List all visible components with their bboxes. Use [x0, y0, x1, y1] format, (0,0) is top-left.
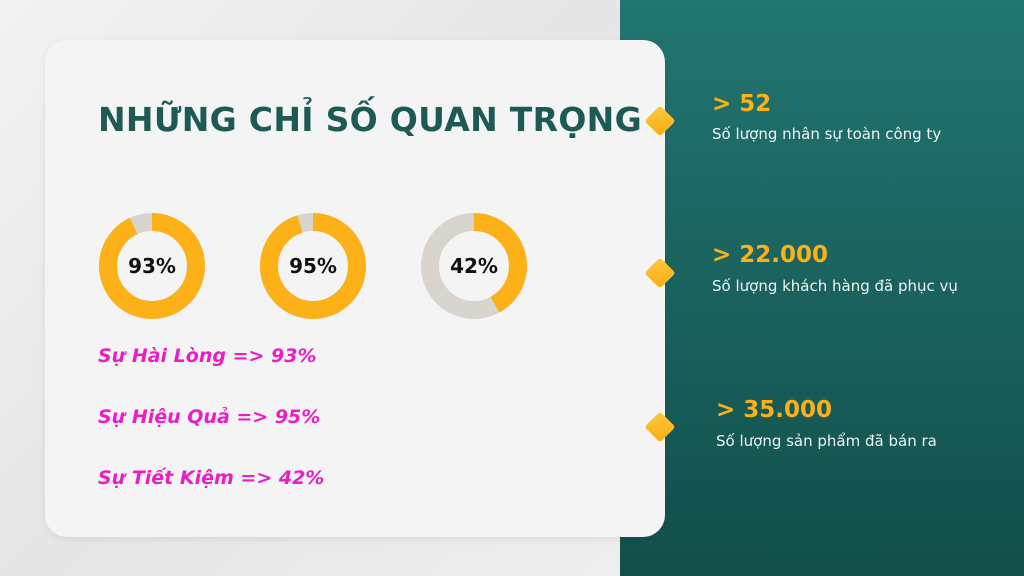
donut-center-label: 95%: [289, 254, 337, 278]
donut-center-label: 42%: [450, 254, 498, 278]
stat-products-desc: Số lượng sản phẩm đã bán ra: [716, 432, 937, 450]
metric-label-satisfaction: Sự Hài Lòng => 93%: [98, 345, 317, 367]
stat-employees-value: > 52: [712, 91, 772, 117]
stat-employees-desc: Số lượng nhân sự toàn công ty: [712, 125, 942, 143]
metric-label-efficiency: Sự Hiệu Quả => 95%: [98, 406, 321, 428]
donut-chart-1: 93%: [99, 213, 205, 319]
stats-panel: [620, 0, 1024, 576]
donut-chart-3: 42%: [421, 213, 527, 319]
donut-value-arc: [260, 213, 366, 319]
stat-customers-value: > 22.000: [712, 242, 829, 268]
donut-chart-2: 95%: [260, 213, 366, 319]
donut-value-arc: [99, 213, 205, 319]
donut-value-arc: [421, 213, 527, 319]
stat-products-value: > 35.000: [716, 397, 833, 423]
stat-customers-desc: Số lượng khách hàng đã phục vụ: [712, 277, 958, 295]
metric-label-savings: Sự Tiết Kiệm => 42%: [98, 467, 325, 489]
page-title: NHỮNG CHỈ SỐ QUAN TRỌNG: [98, 100, 642, 139]
donut-center-label: 93%: [128, 254, 176, 278]
